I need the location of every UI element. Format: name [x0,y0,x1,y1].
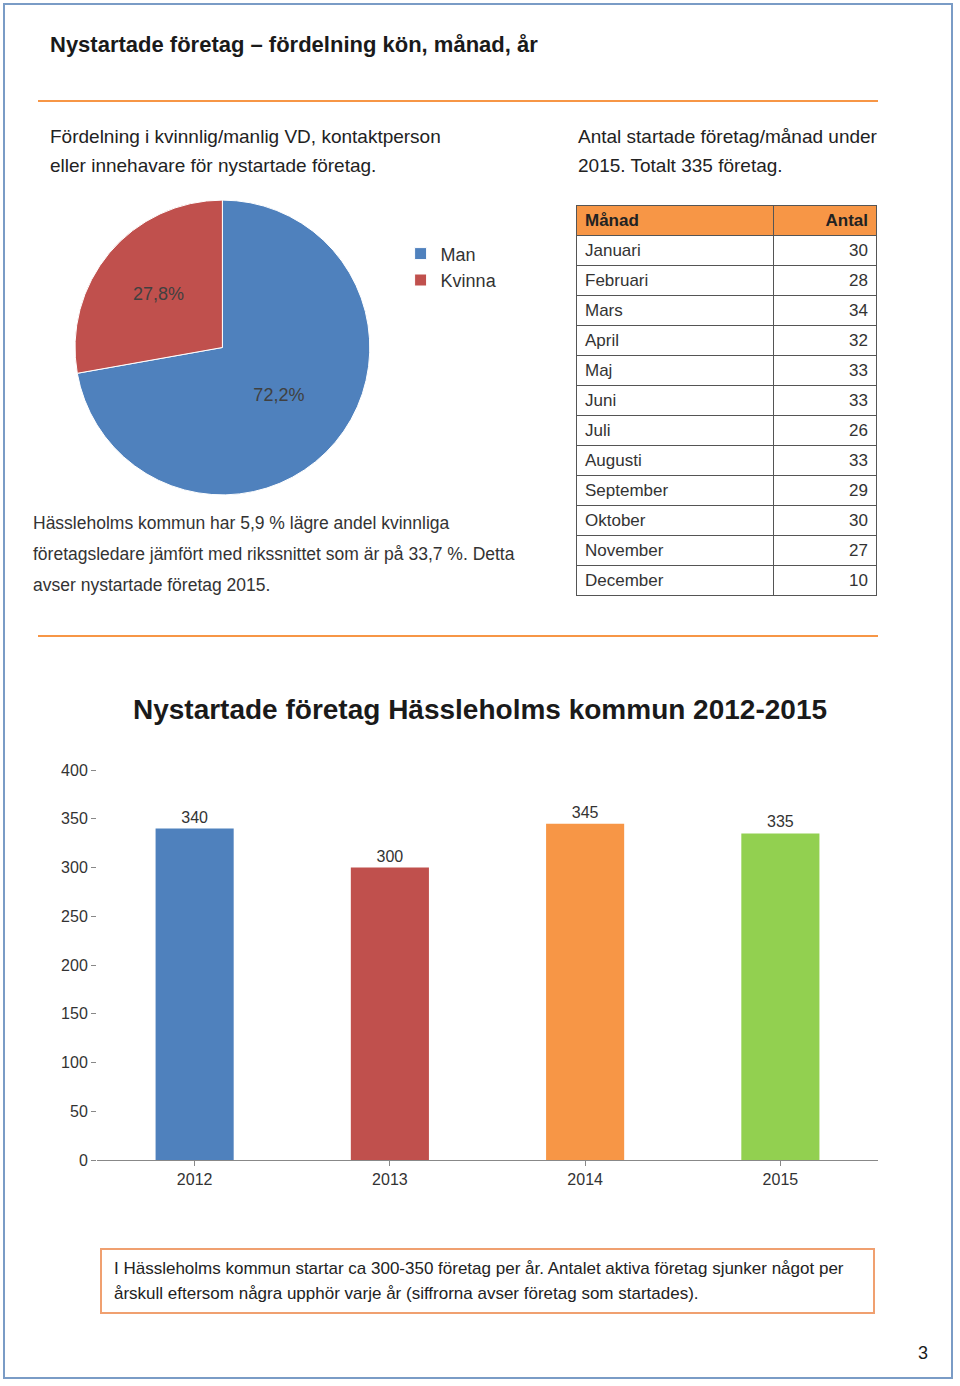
html-text:Antal: Antal [825,210,868,230]
svg-text:300: 300 [376,848,403,865]
html-text:10: 10 [849,570,868,590]
html-text:Nystartade företag – fördelnin: Nystartade företag – fördelning kön, mån… [50,32,538,57]
html-text:30: 30 [849,510,868,530]
html-text:Augusti: Augusti [585,450,642,470]
svg-text:300: 300 [61,859,88,876]
svg-text:340: 340 [181,809,208,826]
svg-text:335: 335 [767,813,794,830]
html-text:Januari: Januari [585,240,641,260]
svg-text:Man: Man [441,245,476,265]
html-text:Fördelning i kvinnlig/manlig V: Fördelning i kvinnlig/manlig VD, kontakt… [50,126,441,176]
html-text:27: 27 [849,540,868,560]
html-text:Mars: Mars [585,300,623,320]
html-text:December: December [585,570,664,590]
svg-text:350: 350 [61,810,88,827]
html-text:Maj: Maj [585,360,613,380]
html-text:26: 26 [849,420,868,440]
svg-text:100: 100 [61,1054,88,1071]
svg-text:2013: 2013 [372,1171,408,1188]
svg-text:345: 345 [572,804,599,821]
svg-text:200: 200 [61,957,88,974]
svg-text:Nystartade företag Hässleholms: Nystartade företag Hässleholms kommun 20… [133,694,827,725]
svg-text:0: 0 [79,1152,88,1169]
html-text:November: November [585,540,664,560]
html-text:Oktober: Oktober [585,510,646,530]
svg-text:2012: 2012 [177,1171,213,1188]
svg-text:2015: 2015 [763,1171,799,1188]
html-text:Hässleholms kommun har 5,9 % l: Hässleholms kommun har 5,9 % lägre andel… [33,513,515,595]
html-text:3: 3 [918,1343,928,1363]
html-text:33: 33 [849,360,868,380]
svg-text:250: 250 [61,908,88,925]
svg-text:400: 400 [61,762,88,779]
html-text:Februari: Februari [585,270,649,290]
html-text:28: 28 [849,270,868,290]
html-text:September: September [585,480,669,500]
html-text:32: 32 [849,330,868,350]
html-text:I Hässleholms kommun startar c: I Hässleholms kommun startar ca 300-350 … [114,1259,844,1303]
html-text:33: 33 [849,390,868,410]
svg-text:2014: 2014 [567,1171,603,1188]
html-text:34: 34 [849,300,868,320]
svg-text:72,2%: 72,2% [253,385,304,405]
svg-text:Kvinna: Kvinna [441,271,497,291]
html-text:30: 30 [849,240,868,260]
html-text:Antal startade företag/månad u: Antal startade företag/månad under 2015.… [578,126,877,176]
html-text:April: April [585,330,619,350]
svg-text:27,8%: 27,8% [133,284,184,304]
html-text:33: 33 [849,450,868,470]
html-text:Juli: Juli [585,420,611,440]
html-text:Månad: Månad [585,210,639,230]
svg-text:150: 150 [61,1005,88,1022]
html-text:Juni: Juni [585,390,617,410]
svg-text:50: 50 [70,1103,88,1120]
html-text:29: 29 [849,480,868,500]
